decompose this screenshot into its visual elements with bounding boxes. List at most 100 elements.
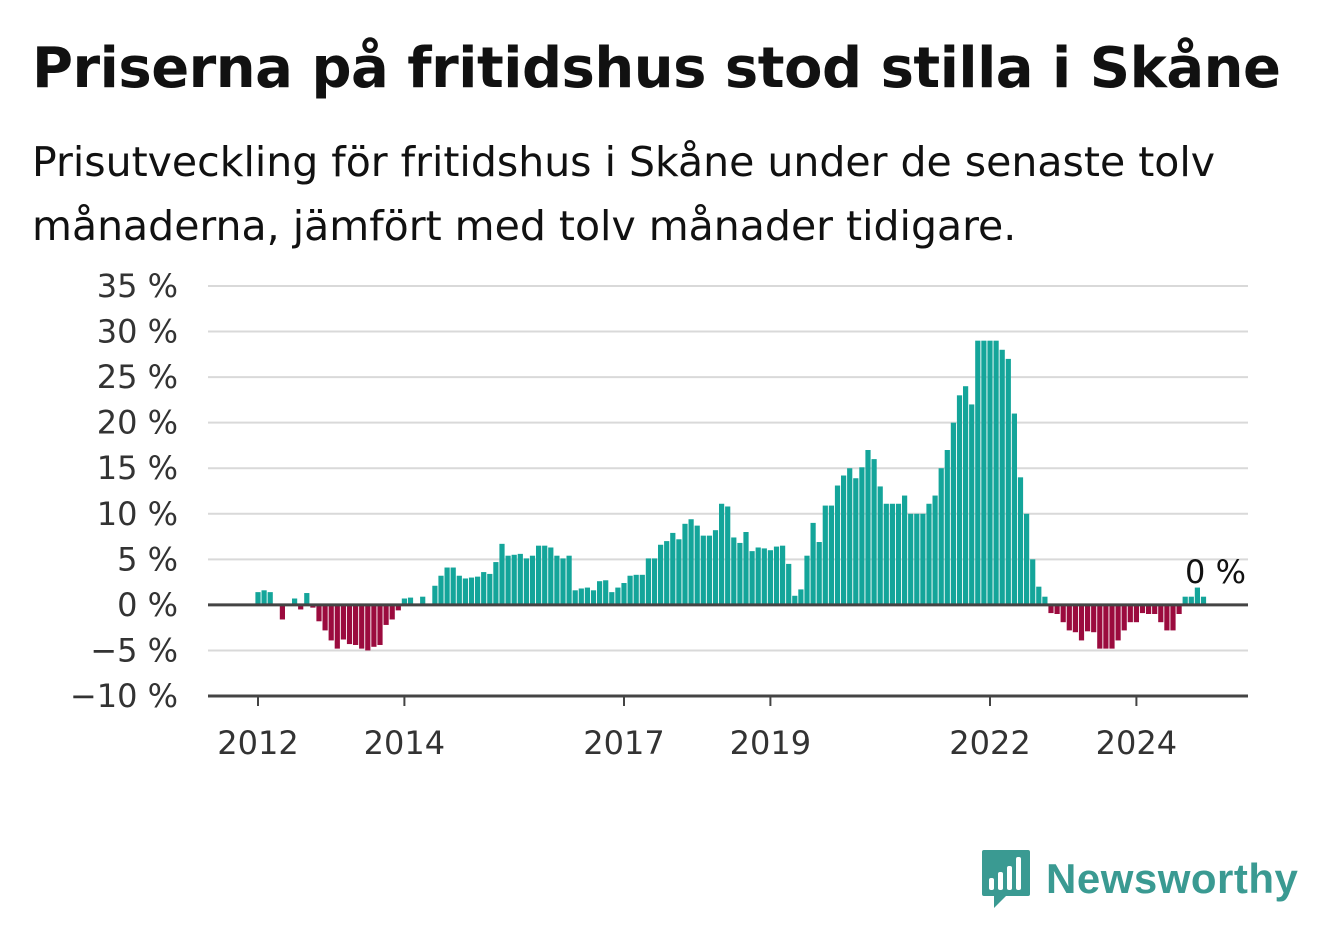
x-axis-ticks: 2012 2014 2017 2019 2022 2024 <box>217 696 1177 762</box>
bar <box>450 567 456 605</box>
bar <box>627 575 633 605</box>
y-tick-label: 10 % <box>97 495 178 533</box>
bar <box>1078 604 1085 641</box>
bar <box>481 572 487 605</box>
bar <box>536 545 542 605</box>
bar <box>529 555 536 605</box>
bar <box>261 590 267 605</box>
bar <box>304 593 310 605</box>
y-tick-label: 15 % <box>97 449 178 487</box>
bar <box>322 604 328 631</box>
bar <box>908 513 914 605</box>
bar <box>816 542 822 605</box>
bar <box>999 349 1005 605</box>
newsworthy-logo: Newsworthy <box>980 848 1298 910</box>
bar <box>773 546 780 605</box>
bar <box>932 495 938 605</box>
bar <box>584 587 590 605</box>
chart-subtitle: Prisutveckling för fritidshus i Skåne un… <box>32 138 1216 250</box>
bar <box>914 513 920 605</box>
bar <box>731 537 737 605</box>
bar <box>981 340 987 605</box>
bar <box>395 604 401 611</box>
bar <box>1188 596 1194 605</box>
annotations: 0 % <box>1185 553 1246 591</box>
y-tick-label: 20 % <box>97 404 178 442</box>
bar <box>737 542 743 605</box>
bar <box>969 404 975 605</box>
bar <box>1017 477 1024 605</box>
bar <box>883 503 889 605</box>
bar <box>609 592 615 605</box>
gridlines <box>208 285 1248 652</box>
bar <box>401 598 407 605</box>
bar <box>615 587 621 605</box>
y-tick-label: −5 % <box>90 631 178 669</box>
brand-name: Newsworthy <box>1046 855 1299 902</box>
bar <box>1024 513 1030 605</box>
bar <box>578 588 584 605</box>
bar <box>353 604 359 645</box>
bar <box>902 495 908 605</box>
bar <box>834 485 841 605</box>
bar <box>292 598 298 605</box>
bar <box>804 555 810 605</box>
bar <box>377 604 383 645</box>
axes <box>208 603 1248 698</box>
bar <box>371 604 377 647</box>
x-tick-label: 2022 <box>949 724 1030 762</box>
bar <box>767 550 773 605</box>
y-axis-ticks: 35 % 30 % 25 % 20 % 15 % 10 % 5 % 0 % −5 % −10 % <box>70 267 178 715</box>
bar <box>346 604 353 645</box>
bar <box>1164 604 1170 631</box>
bar <box>1194 587 1200 605</box>
bar <box>487 573 493 605</box>
bar <box>841 475 847 605</box>
bar <box>1072 604 1078 633</box>
y-tick-label: 35 % <box>97 267 178 305</box>
bar <box>987 340 993 605</box>
bar <box>639 574 645 605</box>
bar <box>1133 604 1139 623</box>
bar <box>468 577 475 605</box>
bar <box>548 547 554 605</box>
bar <box>566 555 572 605</box>
bar <box>664 541 670 605</box>
bar <box>963 386 969 605</box>
bar <box>828 505 834 605</box>
bar <box>1042 596 1048 605</box>
bar <box>670 532 676 605</box>
bar <box>682 523 688 605</box>
bar <box>456 575 462 605</box>
bar <box>822 505 828 605</box>
bar <box>688 519 694 605</box>
bar <box>1152 604 1158 614</box>
bar <box>590 590 597 605</box>
bar <box>438 575 444 605</box>
bar <box>420 596 426 605</box>
bar <box>279 604 285 620</box>
bar <box>810 522 816 605</box>
bar <box>542 545 548 605</box>
bar <box>676 539 682 605</box>
bar <box>889 503 895 605</box>
chart-title: Priserna på fritidshus stod stilla i Skå… <box>32 36 1281 101</box>
bar <box>645 558 651 605</box>
bar <box>956 395 963 605</box>
bar <box>475 576 481 605</box>
bar <box>1097 604 1103 649</box>
bar <box>975 340 981 605</box>
y-tick-label: −10 % <box>70 677 178 715</box>
bar <box>798 589 804 605</box>
bar-chart-speech-bubble-icon <box>982 850 1030 908</box>
bar <box>792 595 798 605</box>
bar <box>316 604 322 622</box>
bar <box>926 503 932 605</box>
bar <box>1060 604 1066 623</box>
bar <box>725 506 731 605</box>
x-tick-label: 2012 <box>217 724 298 762</box>
x-tick-label: 2014 <box>364 724 445 762</box>
bar <box>255 592 261 605</box>
bar <box>365 604 371 651</box>
